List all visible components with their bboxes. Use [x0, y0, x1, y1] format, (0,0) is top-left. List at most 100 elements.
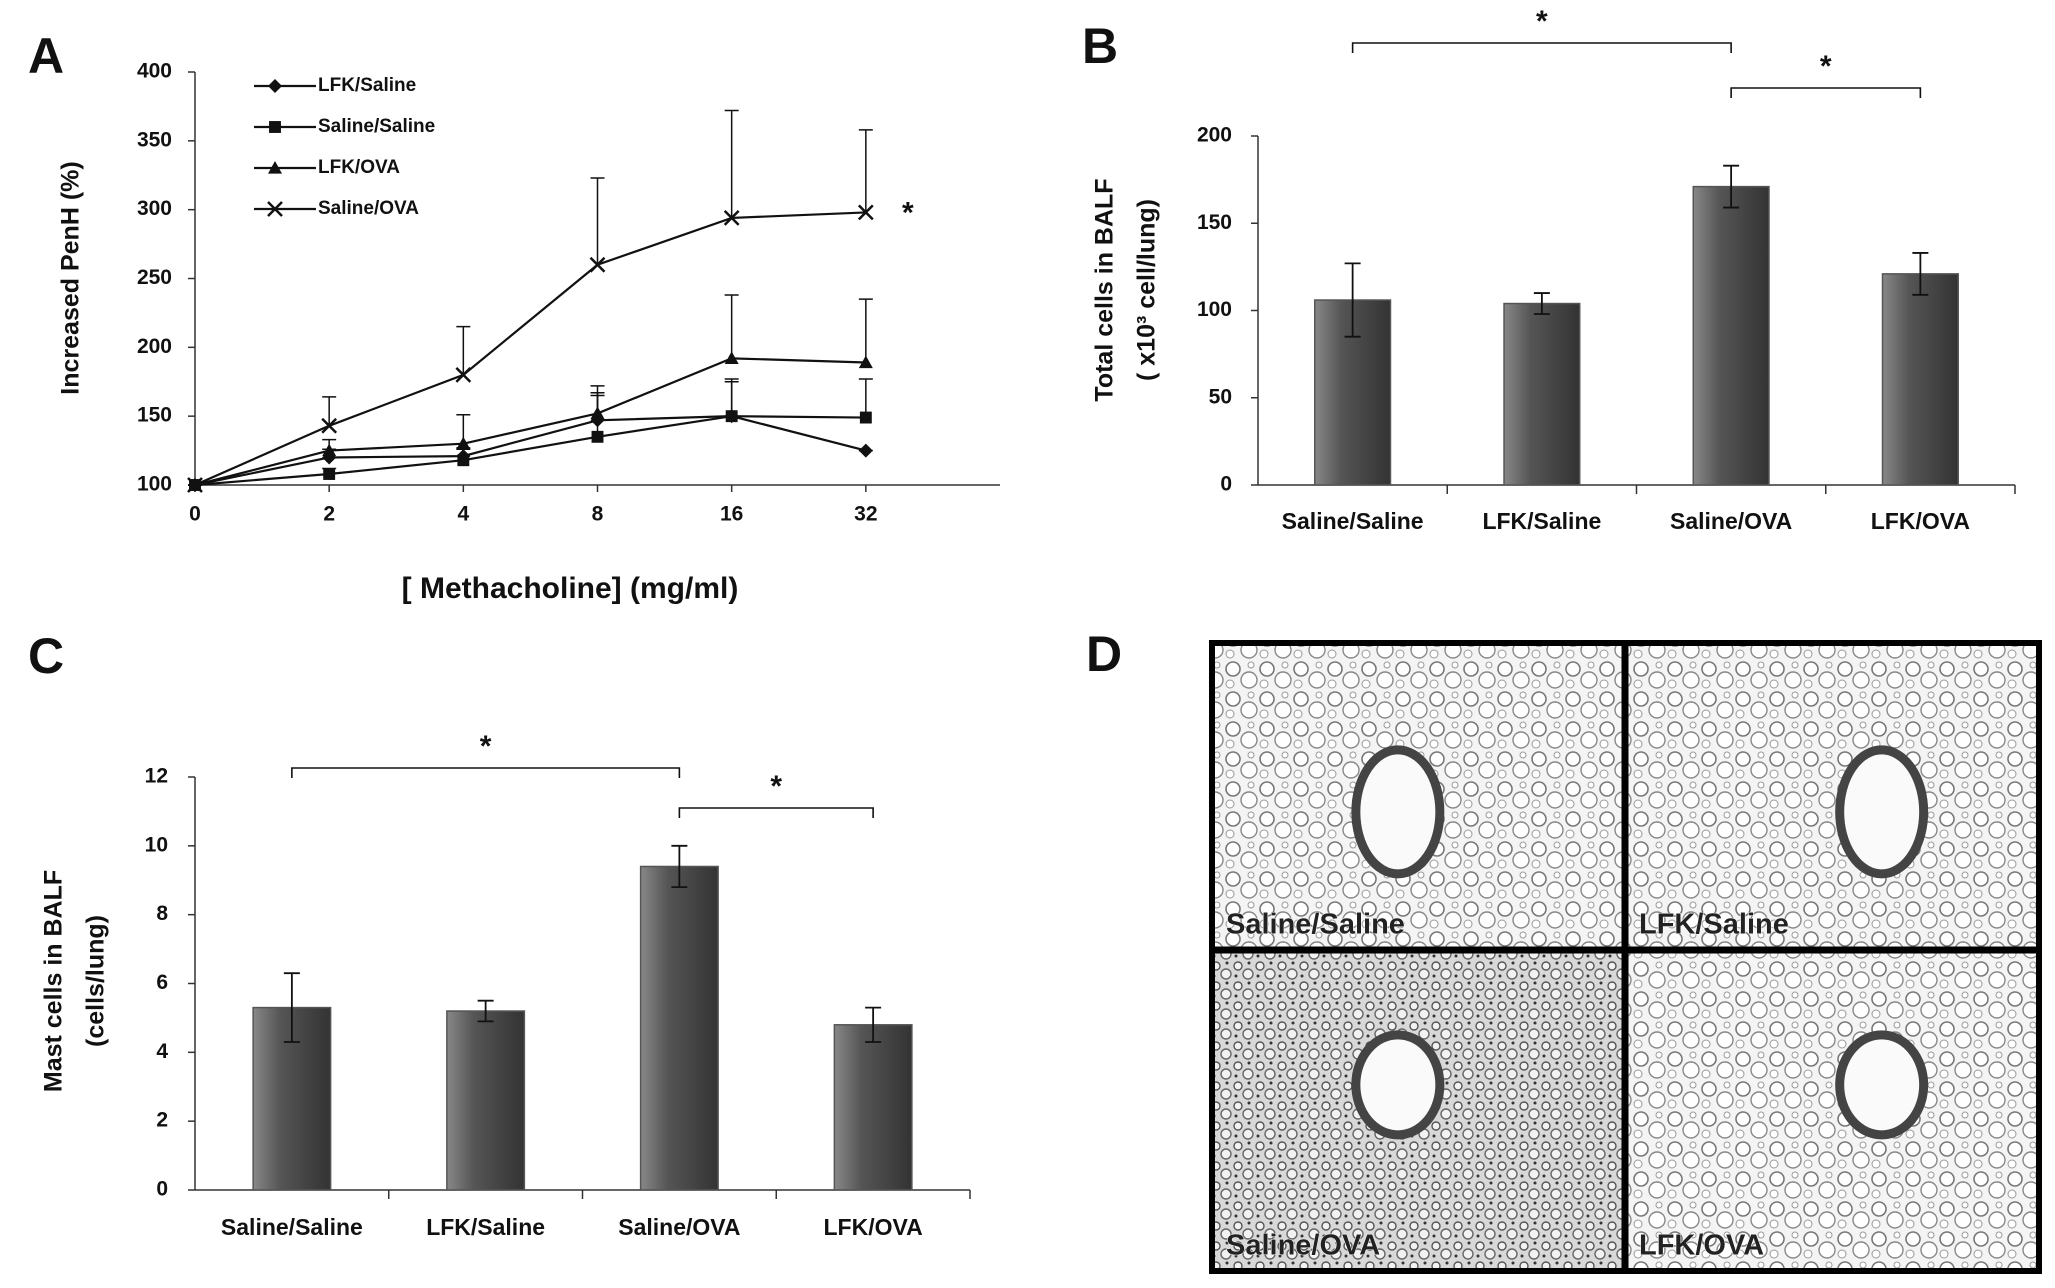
series-line — [194, 357, 866, 487]
error-bar — [724, 294, 739, 359]
x-tick-label: 8 — [592, 503, 604, 526]
significance-bracket — [678, 807, 874, 818]
y-tick-label: 400 — [137, 60, 172, 83]
micrograph-label: LFK/OVA — [1639, 1230, 1764, 1262]
y-tick-label: 50 — [1209, 385, 1232, 408]
legend-label: LFK/OVA — [318, 157, 400, 178]
x-tick-label: LFK/Saline — [1482, 508, 1601, 534]
bar — [1314, 299, 1392, 486]
marker — [268, 79, 282, 93]
marker — [858, 443, 873, 458]
y-tick-label: 8 — [156, 902, 168, 925]
marker — [321, 417, 338, 434]
bar — [1692, 185, 1770, 486]
marker — [723, 210, 740, 226]
error-bar — [858, 378, 873, 418]
marker — [591, 430, 604, 443]
bar — [1881, 273, 1959, 486]
legend-label: Saline/Saline — [318, 116, 435, 137]
bar — [1503, 302, 1581, 486]
bar — [446, 1010, 526, 1191]
series-line — [194, 211, 866, 487]
micrograph-label: Saline/OVA — [1226, 1230, 1380, 1262]
marker — [187, 477, 203, 493]
y-tick-label: 300 — [137, 197, 172, 220]
micrograph — [1625, 643, 2039, 950]
error-bar — [283, 972, 300, 1043]
significance-bracket — [1351, 42, 1732, 53]
airway — [1351, 1030, 1445, 1140]
marker — [267, 201, 283, 217]
bar — [639, 865, 719, 1191]
y-axis-title: Total cells in BALF — [1091, 178, 1119, 401]
marker — [857, 204, 874, 221]
airway — [1835, 1030, 1929, 1140]
x-tick-label: Saline/OVA — [618, 1214, 740, 1240]
y-tick-label: 4 — [156, 1040, 168, 1063]
bar — [833, 1024, 913, 1191]
significance-label: * — [902, 196, 914, 229]
x-tick-label: 2 — [323, 503, 335, 526]
error-bar — [858, 129, 873, 213]
significance-label: * — [770, 770, 782, 803]
error-bar — [1723, 164, 1740, 209]
series-line — [194, 415, 866, 487]
marker — [455, 366, 472, 383]
error-bar — [456, 325, 471, 375]
micrograph-label: LFK/Saline — [1639, 909, 1789, 941]
significance-label: * — [1820, 50, 1832, 83]
error-bar — [590, 177, 605, 265]
marker — [590, 406, 605, 420]
y-tick-label: 150 — [1197, 211, 1232, 234]
x-tick-label: LFK/Saline — [426, 1214, 545, 1240]
panel-label: C — [28, 628, 64, 684]
error-bar — [671, 844, 688, 889]
micrograph-label: Saline/Saline — [1226, 909, 1405, 941]
marker — [457, 454, 470, 467]
significance-bracket — [291, 767, 681, 778]
marker — [724, 351, 739, 364]
marker — [268, 161, 282, 174]
legend-label: Saline/OVA — [318, 198, 419, 219]
marker — [589, 256, 606, 273]
y-axis-title: Mast cells in BALF — [40, 870, 68, 1092]
y-tick-label: 100 — [137, 473, 172, 496]
micrograph — [1625, 950, 2039, 1271]
x-tick-label: 4 — [457, 503, 469, 526]
y-axis-title: ( x10³ cell/lung) — [1133, 199, 1161, 381]
marker — [859, 411, 872, 424]
error-bar — [865, 1006, 882, 1043]
marker — [322, 443, 337, 457]
x-tick-label: 16 — [720, 503, 743, 526]
y-tick-label: 350 — [137, 128, 172, 151]
x-tick-label: 32 — [854, 503, 877, 526]
airway — [1835, 745, 1929, 879]
y-tick-label: 100 — [1197, 298, 1232, 321]
significance-label: * — [1536, 5, 1548, 38]
error-bar — [858, 298, 873, 363]
x-tick-label: LFK/OVA — [824, 1214, 923, 1240]
y-tick-label: 0 — [156, 1178, 168, 1201]
x-tick-label: LFK/OVA — [1871, 508, 1970, 534]
error-bar — [724, 109, 739, 218]
marker — [858, 355, 873, 369]
marker — [456, 436, 471, 450]
y-tick-label: 6 — [156, 971, 168, 994]
panel-label: A — [28, 28, 64, 84]
airway — [1351, 745, 1445, 879]
x-tick-label: Saline/OVA — [1670, 508, 1792, 534]
x-tick-label: Saline/Saline — [221, 1214, 363, 1240]
y-tick-label: 10 — [145, 833, 168, 856]
y-tick-label: 2 — [156, 1109, 168, 1132]
y-tick-label: 150 — [137, 404, 172, 427]
panel-label: B — [1082, 18, 1118, 74]
y-axis-title: (cells/lung) — [82, 915, 110, 1047]
error-bar — [1912, 252, 1929, 296]
error-bar — [1533, 292, 1550, 315]
x-tick-label: 0 — [189, 503, 201, 526]
error-bar — [1344, 262, 1361, 338]
x-tick-label: Saline/Saline — [1282, 508, 1424, 534]
error-bar — [322, 396, 337, 426]
x-axis-title: [ Methacholine] (mg/ml) — [402, 572, 739, 605]
